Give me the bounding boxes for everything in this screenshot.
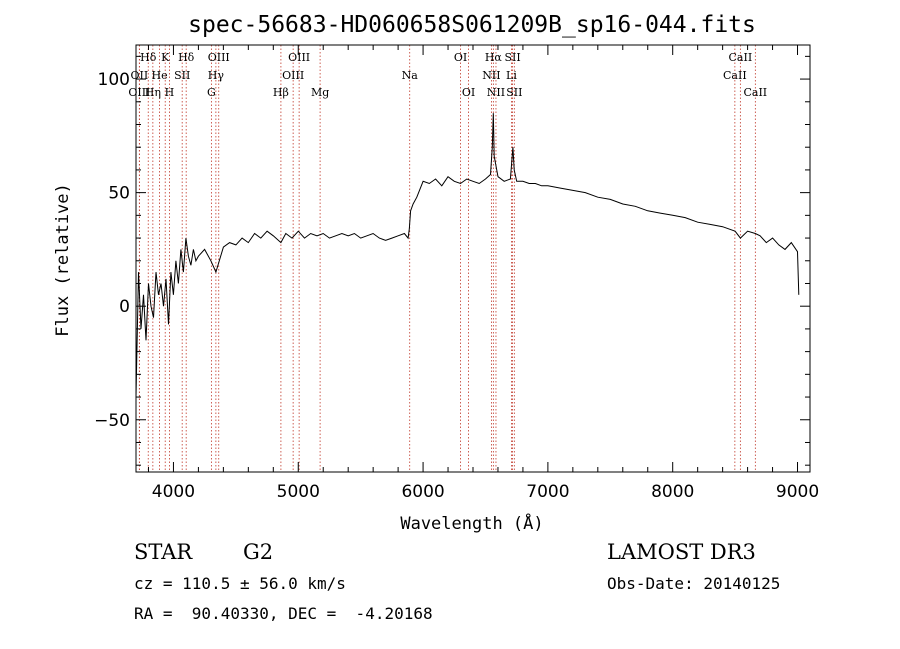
x-tick-label-3: 7000	[526, 482, 569, 502]
x-axis-ticks: 4000 5000 6000 7000 8000 9000	[147, 45, 819, 502]
marker-label-6: H	[165, 86, 175, 99]
x-axis-label: Wavelength (Å)	[400, 512, 543, 534]
y-axis-label: Flux (relative)	[53, 183, 73, 337]
marker-label-10: Hγ	[208, 69, 225, 82]
marker-label-17: OI	[454, 51, 467, 64]
observation-date: Obs-Date: 20140125	[607, 574, 781, 593]
marker-label-22: SII	[504, 51, 520, 64]
marker-label-11: G	[207, 86, 216, 99]
object-subclass: G2	[243, 540, 274, 564]
marker-label-9: OIII	[208, 51, 230, 64]
marker-label-4: Hη	[145, 86, 161, 99]
marker-label-27: CaII	[743, 86, 767, 99]
plot-frame	[135, 44, 811, 473]
x-tick-label-1: 5000	[277, 482, 320, 502]
y-axis-ticks: −50 0 50 100	[94, 55, 810, 466]
marker-label-19: Hα	[485, 51, 503, 64]
x-tick-label-2: 6000	[401, 482, 444, 502]
y-tick-label-1: 0	[119, 297, 130, 317]
x-tick-label-0: 4000	[152, 482, 195, 502]
coordinates: RA = 90.40330, DEC = -4.20168	[134, 604, 433, 623]
marker-label-0: Hδ	[140, 51, 157, 64]
marker-label-16: Na	[402, 69, 419, 82]
marker-label-25: CaII	[729, 51, 753, 64]
marker-label-3: He	[152, 69, 168, 82]
marker-label-26: CaII	[723, 69, 747, 82]
y-tick-label-0: −50	[94, 411, 130, 431]
marker-label-2: OIII	[128, 86, 150, 99]
marker-label-18: OI	[462, 86, 475, 99]
marker-label-7: SII	[174, 69, 190, 82]
x-tick-label-4: 8000	[651, 482, 694, 502]
marker-label-23: Li	[506, 69, 517, 82]
y-tick-label-2: 50	[108, 184, 130, 204]
x-tick-label-5: 9000	[776, 482, 819, 502]
redshift-cz: cz = 110.5 ± 56.0 km/s	[134, 574, 346, 593]
marker-label-14: OIII	[288, 51, 310, 64]
marker-label-12: Hβ	[273, 86, 289, 99]
marker-label-8: Hδ	[178, 51, 195, 64]
marker-lines	[138, 45, 756, 472]
chart-title: spec-56683-HD060658S061209B_sp16-044.fit…	[188, 12, 756, 38]
marker-label-1: OII	[131, 69, 149, 82]
survey-name: LAMOST DR3	[607, 540, 756, 564]
marker-label-24: SII	[506, 86, 522, 99]
marker-label-20: NII	[482, 69, 500, 82]
object-type: STAR	[134, 540, 193, 564]
marker-label-13: OIII	[282, 69, 304, 82]
spectrum-line	[135, 113, 800, 398]
marker-label-15: Mg	[311, 86, 329, 99]
marker-label-5: K	[161, 51, 170, 64]
marker-label-21: NII	[487, 86, 505, 99]
y-tick-label-3: 100	[98, 70, 130, 90]
